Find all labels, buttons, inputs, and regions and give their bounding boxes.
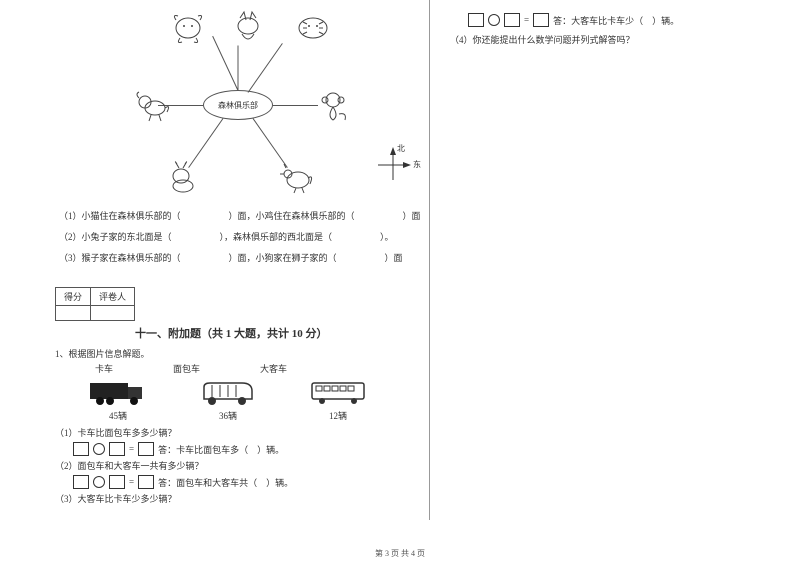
question-2: （2）小兔子家的东北面是（ ），森林俱乐部的西北面是（ ）。 — [59, 229, 421, 246]
van: 36辆 — [193, 379, 263, 422]
q1-part3: ）面 — [403, 211, 421, 221]
input-box[interactable] — [73, 442, 89, 456]
input-box[interactable] — [138, 442, 154, 456]
score-col2: 评卷人 — [91, 288, 135, 306]
q1-part1: （1）小猫住在森林俱乐部的（ — [59, 211, 181, 221]
bus-count: 12辆 — [329, 409, 347, 422]
score-col1: 得分 — [56, 288, 91, 306]
answer-2: 答：面包车和大客车共（ ）辆。 — [158, 476, 293, 489]
forest-club-diagram: 森林俱乐部 — [78, 10, 398, 200]
equation-3: = 答：大客车比卡车少（ ）辆。 — [468, 13, 780, 27]
input-box[interactable] — [73, 475, 89, 489]
q2-part2: ），森林俱乐部的西北面是（ — [220, 232, 333, 242]
input-box[interactable] — [533, 13, 549, 27]
vehicle-row: 45辆 36辆 12辆 — [83, 379, 421, 422]
chicken-icon — [278, 160, 318, 195]
left-column: 森林俱乐部 — [0, 0, 430, 520]
q3-part3: ）面 — [385, 253, 403, 263]
input-box[interactable] — [504, 13, 520, 27]
lion-icon — [168, 10, 208, 45]
problem-4: （4）你还能提出什么数学问题并列式解答吗？ — [450, 33, 780, 46]
dog-icon — [133, 88, 173, 123]
q3-part1: （3）猴子家在森林俱乐部的（ — [59, 253, 181, 263]
bus: 12辆 — [303, 379, 373, 422]
compass-icon: 北 东 — [373, 145, 413, 185]
equation-2: = 答：面包车和大客车共（ ）辆。 — [73, 475, 421, 489]
section-intro: 1、根据图片信息解题。 — [55, 347, 421, 360]
score-table: 得分 评卷人 — [55, 287, 135, 321]
equation-1: = 答：卡车比面包车多（ ）辆。 — [73, 442, 421, 456]
q2-part1: （2）小兔子家的东北面是（ — [59, 232, 172, 242]
input-box[interactable] — [109, 475, 125, 489]
center-label: 森林俱乐部 — [203, 90, 273, 120]
question-1: （1）小猫住在森林俱乐部的（ ）面，小鸡住在森林俱乐部的（ ）面 — [59, 208, 421, 225]
q3-part2: ）面，小狗家在狮子家的（ — [229, 253, 337, 263]
input-box[interactable] — [138, 475, 154, 489]
van-label: 面包车 — [173, 362, 200, 375]
problem-2: （2）面包车和大客车一共有多少辆？ — [55, 459, 421, 472]
operator-circle[interactable] — [93, 476, 105, 488]
truck-label: 卡车 — [95, 362, 113, 375]
vehicle-headers: 卡车 面包车 大客车 — [95, 362, 421, 375]
bus-label: 大客车 — [260, 362, 287, 375]
monkey-icon — [313, 88, 353, 123]
truck-count: 45辆 — [109, 409, 127, 422]
cat-icon — [228, 10, 268, 45]
bus-icon — [308, 379, 368, 407]
tiger-icon — [293, 10, 333, 45]
section-title: 十一、附加题（共 1 大题，共计 10 分） — [135, 325, 421, 341]
input-box[interactable] — [468, 13, 484, 27]
problem-3: （3）大客车比卡车少多少辆？ — [55, 492, 421, 505]
problem-1: （1）卡车比面包车多多少辆？ — [55, 426, 421, 439]
van-count: 36辆 — [219, 409, 237, 422]
rabbit-icon — [163, 160, 203, 195]
van-icon — [198, 379, 258, 407]
truck-icon — [88, 379, 148, 407]
operator-circle[interactable] — [488, 14, 500, 26]
input-box[interactable] — [109, 442, 125, 456]
truck: 45辆 — [83, 379, 153, 422]
operator-circle[interactable] — [93, 443, 105, 455]
compass-east: 东 — [413, 159, 421, 170]
answer-3: 答：大客车比卡车少（ ）辆。 — [553, 14, 679, 27]
compass-north: 北 — [397, 143, 405, 154]
q2-part3: ）。 — [380, 232, 394, 242]
q1-part2: ）面，小鸡住在森林俱乐部的（ — [229, 211, 355, 221]
page-footer: 第 3 页 共 4 页 — [0, 548, 800, 559]
question-3: （3）猴子家在森林俱乐部的（ ）面，小狗家在狮子家的（ ）面 — [59, 250, 421, 267]
answer-1: 答：卡车比面包车多（ ）辆。 — [158, 443, 284, 456]
right-column: = 答：大客车比卡车少（ ）辆。 （4）你还能提出什么数学问题并列式解答吗？ — [430, 0, 800, 520]
